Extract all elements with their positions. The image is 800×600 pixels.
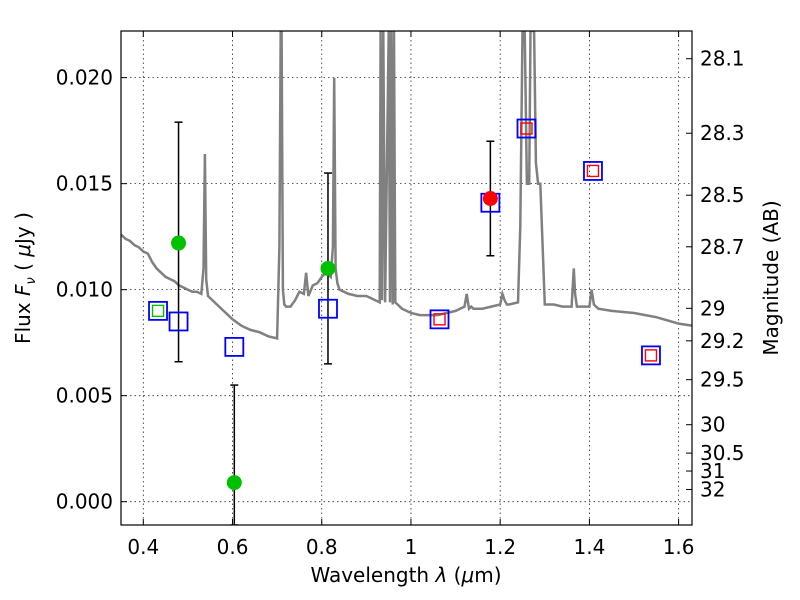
inner-square [520,122,533,135]
right-tick-label: 30.5 [700,441,745,465]
right-tick-label: 28.7 [700,235,745,259]
observed-point [320,260,336,276]
x-tick-label: 1 [405,535,418,559]
right-axis-label: Magnitude (AB) [759,200,783,355]
right-tick-label: 29.5 [700,368,745,392]
y-axis-label: Flux Fν ( μJy ) [11,212,39,344]
error-bar [230,384,239,525]
grid-lines [121,31,692,525]
x-tick-label: 1.2 [484,535,516,559]
model-square [429,309,450,330]
model-square [318,298,338,319]
x-tick-label: 0.4 [127,535,159,559]
x-tick-label: 0.6 [217,535,249,559]
y-tick-label: 0.005 [56,384,113,408]
y-tick-label: 0.015 [56,172,113,196]
observed-point [226,475,242,491]
x-tick-label: 1.6 [663,535,695,559]
right-tick-label: 32 [700,477,725,501]
inner-square [433,313,446,326]
right-tick-label: 29.2 [700,329,745,353]
observed-point [171,235,187,251]
plot-area [121,31,692,525]
model-square [516,118,537,139]
x-tick-label: 1.4 [573,535,605,559]
right-tick-label: 28.1 [700,47,745,71]
y-tick-label: 0.000 [56,490,113,514]
right-tick-label: 28.3 [700,121,745,145]
spectrum-line [121,31,692,340]
model-square [224,337,245,357]
right-tick-label: 28.5 [700,183,745,207]
inner-square [644,349,658,362]
model-square [168,311,189,332]
inner-square [151,304,165,318]
model-square [148,300,168,321]
axes-ticks: 0.4 0.6 0.8 1 1.2 1.4 1.6 0.000 0.005 0.010 0.015 0… [56,31,745,559]
model-square [641,345,661,366]
x-tick-label: 0.8 [306,535,338,559]
model-square [583,161,603,181]
right-tick-label: 29 [700,296,725,320]
plot-frame [120,30,693,526]
observed-point [482,190,498,206]
y-tick-label: 0.020 [56,66,113,90]
y-tick-label: 0.010 [56,278,113,302]
right-tick-label: 30 [700,413,725,437]
inner-square [586,164,600,178]
right-tick-label: 31 [700,459,725,483]
x-axis-label: Wavelength λ (μm) [310,563,501,587]
